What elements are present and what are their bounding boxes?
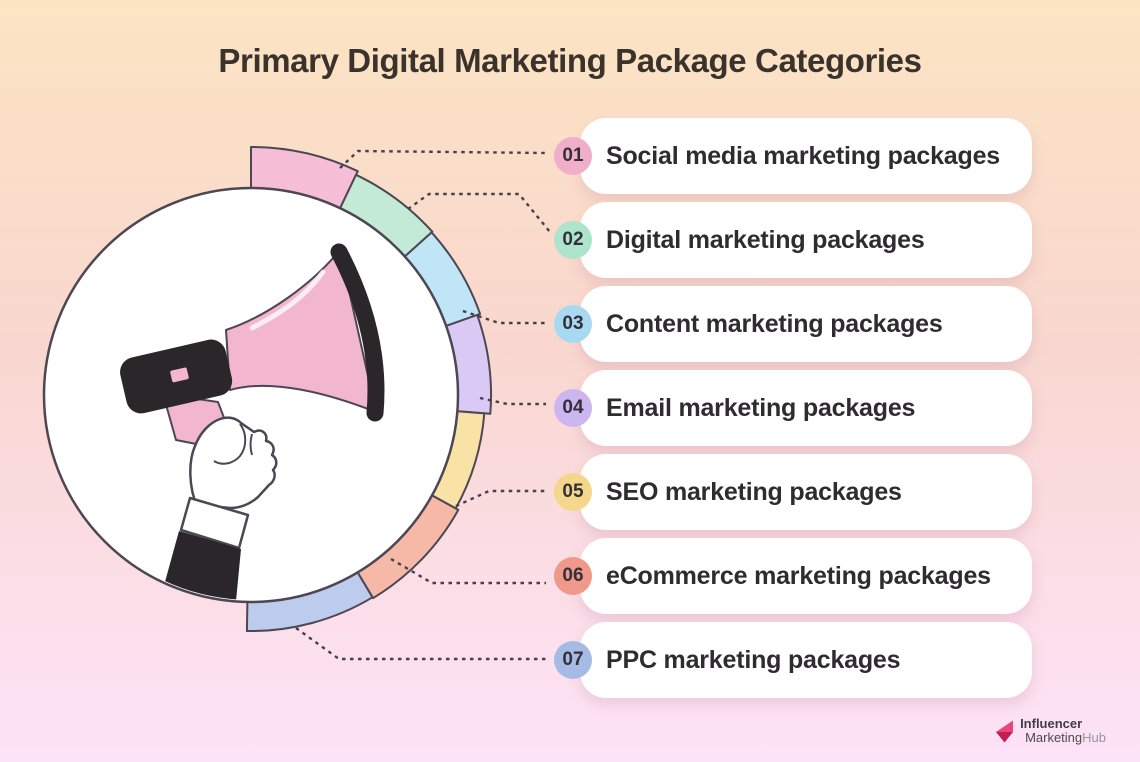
category-label: Digital marketing packages [606, 225, 925, 254]
category-item: SEO marketing packages 05 [554, 454, 1032, 530]
category-label: eCommerce marketing packages [606, 561, 991, 590]
illustration-circle [42, 186, 460, 604]
category-card: SEO marketing packages [580, 454, 1032, 530]
category-number-badge: 02 [554, 221, 592, 259]
category-item: Digital marketing packages 02 [554, 202, 1032, 278]
hand-fist [189, 416, 278, 510]
category-label: PPC marketing packages [606, 645, 901, 674]
category-number-badge: 03 [554, 305, 592, 343]
category-card: eCommerce marketing packages [580, 538, 1032, 614]
category-item: PPC marketing packages 07 [554, 622, 1032, 698]
category-item: Content marketing packages 03 [554, 286, 1032, 362]
category-number-badge: 06 [554, 557, 592, 595]
category-item: eCommerce marketing packages 06 [554, 538, 1032, 614]
connector-line-01 [339, 149, 547, 169]
brand-name-line1: Influencer [1020, 716, 1083, 731]
category-number-badge: 04 [554, 389, 592, 427]
megaphone-mouth-bar [330, 243, 385, 422]
connector-line-02 [407, 192, 551, 233]
brand-logo: Influencer MarketingHub [994, 717, 1106, 745]
brand-arrow-icon [996, 720, 1014, 743]
category-card: Social media marketing packages [580, 118, 1032, 194]
megaphone-horn-highlight [249, 269, 326, 331]
category-number-badge: 05 [554, 473, 592, 511]
brand-name-line2: MarketingHub [1025, 730, 1106, 745]
hand-thumb-line [213, 423, 247, 465]
category-list: Social media marketing packages 01 Digit… [554, 118, 1032, 698]
megaphone-body-detail [170, 367, 189, 383]
category-label: Social media marketing packages [606, 141, 1000, 170]
category-label: Content marketing packages [606, 309, 943, 338]
page-title: Primary Digital Marketing Package Catego… [218, 42, 922, 79]
brand-text: Influencer MarketingHub [1020, 717, 1106, 745]
category-card: Digital marketing packages [580, 202, 1032, 278]
category-label: Email marketing packages [606, 393, 916, 422]
category-card: Content marketing packages [580, 286, 1032, 362]
category-card: Email marketing packages [580, 370, 1032, 446]
category-number-badge: 07 [554, 641, 592, 679]
category-number-badge: 01 [554, 137, 592, 175]
connector-line-07 [295, 627, 546, 661]
connector-line-04 [479, 396, 546, 406]
category-item: Email marketing packages 04 [554, 370, 1032, 446]
category-label: SEO marketing packages [606, 477, 902, 506]
connector-line-05 [455, 489, 546, 508]
hand-crease-line [249, 433, 253, 456]
category-item: Social media marketing packages 01 [554, 118, 1032, 194]
category-card: PPC marketing packages [580, 622, 1032, 698]
connector-lines [295, 149, 551, 661]
shirt-cuff [179, 496, 250, 550]
